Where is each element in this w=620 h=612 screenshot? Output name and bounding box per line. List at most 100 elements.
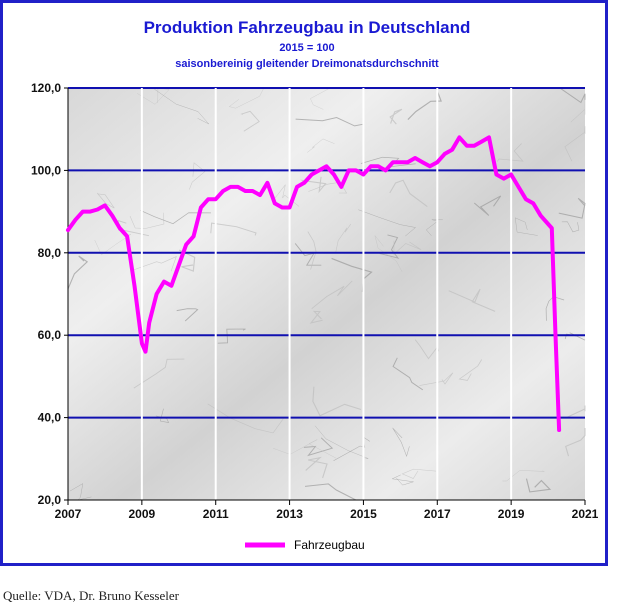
data-point <box>317 168 321 172</box>
marble-vein <box>379 234 400 259</box>
x-tick-label: 2017 <box>424 507 451 521</box>
data-point <box>480 140 484 144</box>
data-point <box>132 284 137 288</box>
marble-vein <box>96 192 115 209</box>
marble-vein <box>307 231 317 270</box>
marble-vein <box>401 468 437 479</box>
data-point <box>103 203 107 207</box>
marble-vein <box>311 280 353 310</box>
data-point <box>236 185 240 189</box>
marble-vein <box>140 210 212 225</box>
data-point <box>472 144 476 148</box>
data-point <box>310 172 314 177</box>
data-point <box>339 185 343 189</box>
chart-subtitle: 2015 = 100 <box>279 42 334 54</box>
data-point <box>435 160 439 164</box>
marble-vein <box>67 255 89 289</box>
data-point <box>228 185 233 189</box>
marble-vein <box>117 219 150 237</box>
marble-vein <box>374 235 403 273</box>
data-point <box>332 172 336 177</box>
marble-vein <box>458 359 483 381</box>
marble-vein <box>154 89 209 125</box>
marble-vein <box>305 456 328 479</box>
data-point <box>143 350 148 354</box>
marble-vein <box>130 256 177 272</box>
data-point <box>376 164 380 168</box>
marble-vein <box>391 474 414 486</box>
data-point <box>391 160 395 164</box>
data-point <box>155 292 159 296</box>
data-point <box>118 226 122 230</box>
data-point <box>361 172 365 177</box>
data-point <box>243 189 247 193</box>
data-point <box>125 234 129 238</box>
y-tick-label: 120,0 <box>31 81 61 95</box>
data-point <box>509 172 513 177</box>
y-tick-label: 40,0 <box>38 411 62 425</box>
x-tick-label: 2011 <box>203 507 229 521</box>
marble-vein <box>217 328 246 344</box>
data-point <box>273 201 277 205</box>
data-point <box>369 164 373 168</box>
data-point <box>140 341 144 345</box>
data-point <box>251 189 255 193</box>
marble-vein <box>565 428 586 457</box>
marble-vein <box>389 108 403 125</box>
data-point <box>73 218 77 222</box>
marble-vein <box>335 223 352 253</box>
marble-vein <box>272 439 337 459</box>
data-point <box>347 168 351 172</box>
data-point <box>295 185 299 189</box>
marble-vein <box>525 478 552 493</box>
marble-vein <box>189 162 206 190</box>
marble-vein <box>561 221 580 233</box>
data-point <box>516 185 521 189</box>
marble-vein <box>228 87 264 109</box>
marble-vein <box>502 470 545 482</box>
chart-subtitle-method: saisonbereinig gleitender Dreimonatsdurc… <box>175 58 439 70</box>
y-tick-label: 80,0 <box>38 246 62 260</box>
marble-vein <box>333 436 370 462</box>
data-point <box>443 152 447 156</box>
plot-area <box>68 88 585 500</box>
marble-vein <box>558 197 586 219</box>
marble-vein <box>567 405 586 418</box>
data-point <box>214 197 218 201</box>
marble-vein <box>514 217 538 236</box>
marble-vein <box>448 288 496 312</box>
marble-vein <box>210 222 257 236</box>
data-point <box>177 263 181 267</box>
marble-vein <box>407 87 442 121</box>
x-tick-label: 2013 <box>276 507 303 521</box>
data-point <box>546 222 550 226</box>
marble-vein <box>295 116 363 127</box>
x-tick-label: 2007 <box>55 507 82 521</box>
marble-vein <box>176 308 199 322</box>
data-point <box>88 210 92 214</box>
data-point <box>169 284 173 288</box>
legend-label-fahrzeugbau: Fahrzeugbau <box>294 538 365 552</box>
marble-vein <box>307 138 335 153</box>
marble-vein <box>312 386 362 417</box>
x-tick-label: 2021 <box>572 507 599 521</box>
marble-vein <box>94 234 132 256</box>
data-point <box>184 243 188 247</box>
marble-vein <box>136 87 170 105</box>
legend: Fahrzeugbau <box>245 538 365 552</box>
data-point <box>398 160 402 164</box>
data-point <box>147 321 151 325</box>
y-tick-label: 60,0 <box>38 328 62 342</box>
marble-vein <box>178 249 196 272</box>
marble-vein <box>393 240 422 255</box>
data-point <box>66 228 70 232</box>
marble-vein <box>240 110 260 132</box>
data-point <box>487 135 491 139</box>
data-point <box>302 181 306 185</box>
data-point <box>502 177 506 181</box>
marble-vein <box>69 483 92 501</box>
marble-vein <box>310 87 331 110</box>
x-tick-label: 2019 <box>498 507 525 521</box>
plot-texture <box>67 87 586 501</box>
marble-vein <box>358 209 417 237</box>
